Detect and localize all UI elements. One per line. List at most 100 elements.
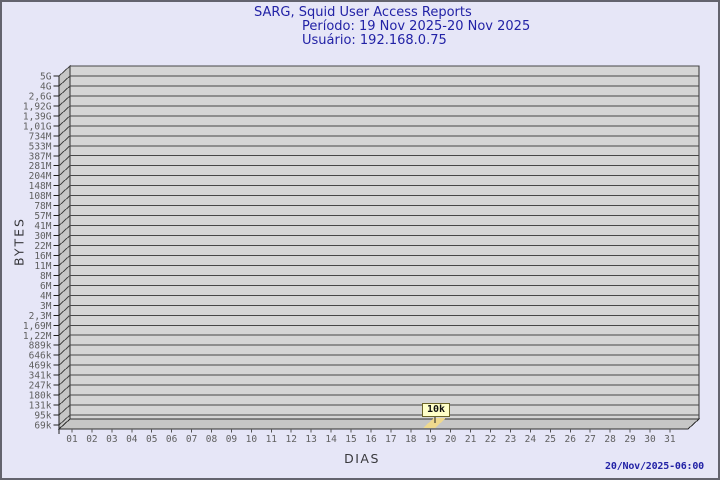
x-tick-label: 26 bbox=[565, 434, 577, 445]
gridline-wall-segment bbox=[58, 195, 71, 206]
y-tick-label: 734M bbox=[29, 131, 52, 142]
x-tick-label: 05 bbox=[146, 434, 157, 445]
gridline-wall-segment bbox=[58, 324, 71, 336]
y-tick-label: 131k bbox=[29, 401, 52, 412]
gridline-wall-segment bbox=[58, 285, 71, 296]
timestamp: 20/Nov/2025-06:00 bbox=[605, 461, 704, 472]
y-tick-label: 180k bbox=[29, 391, 52, 402]
gridline-wall-segment bbox=[58, 265, 71, 276]
y-tick-label: 16M bbox=[34, 251, 51, 262]
gridline-wall-segment bbox=[58, 165, 71, 177]
plot-floor bbox=[57, 418, 701, 430]
gridline-wall-segment bbox=[58, 374, 71, 386]
y-tick-label: 108M bbox=[29, 191, 52, 202]
gridline-wall-segment bbox=[58, 205, 71, 216]
gridline-wall-segment bbox=[58, 135, 71, 147]
gridline-wall-segment bbox=[58, 394, 71, 406]
chart-period: Período: 19 Nov 2025-20 Nov 2025 bbox=[302, 19, 531, 34]
y-tick-label: 1,22M bbox=[23, 331, 52, 342]
x-tick-label: 19 bbox=[425, 434, 437, 445]
gridline-wall-segment bbox=[58, 384, 71, 396]
gridline-wall-segment bbox=[58, 105, 71, 117]
x-axis-title: DIAS bbox=[344, 451, 380, 466]
y-tick-label: 533M bbox=[29, 141, 52, 152]
y-tick-label: 1,92G bbox=[23, 101, 52, 112]
gridline-wall-segment bbox=[58, 245, 71, 256]
x-tick-label: 14 bbox=[325, 434, 337, 445]
x-tick-label: 31 bbox=[664, 434, 676, 445]
plot-back-plane bbox=[69, 65, 700, 420]
y-tick-label: 11M bbox=[34, 261, 51, 272]
x-tick-label: 16 bbox=[365, 434, 377, 445]
x-tick-label: 29 bbox=[624, 434, 636, 445]
gridline-wall-segment bbox=[58, 294, 71, 306]
y-tick-label: 281M bbox=[29, 161, 52, 172]
y-tick-label: 148M bbox=[29, 181, 52, 192]
y-tick-label: 78M bbox=[34, 201, 51, 212]
gridline-wall-segment bbox=[58, 175, 71, 187]
chart-user: Usuário: 192.168.0.75 bbox=[302, 33, 447, 48]
gridline-wall-segment bbox=[58, 185, 71, 197]
value-flag: 10k bbox=[422, 403, 450, 417]
y-tick-label: 69k bbox=[34, 421, 51, 432]
x-tick-label: 23 bbox=[505, 434, 516, 445]
x-tick-label: 20 bbox=[445, 434, 457, 445]
gridline-wall-segment bbox=[58, 145, 71, 157]
gridline-wall-segment bbox=[58, 344, 71, 356]
x-tick-label: 18 bbox=[405, 434, 417, 445]
y-tick-label: 889k bbox=[29, 341, 52, 352]
x-tick-label: 22 bbox=[485, 434, 496, 445]
gridline-wall-segment bbox=[58, 314, 71, 326]
x-tick-label: 10 bbox=[246, 434, 258, 445]
y-tick-label: 3M bbox=[40, 301, 52, 312]
x-tick-label: 03 bbox=[106, 434, 117, 445]
y-tick-label: 204M bbox=[29, 171, 52, 182]
y-tick-label: 4G bbox=[40, 81, 52, 92]
x-tick-labels: 01 02 03 04 05 06 07 08 09 10 11 12 13 14 15 16 17 18 19 20… bbox=[66, 434, 676, 445]
y-tick-label: 22M bbox=[34, 241, 51, 252]
x-tick-label: 28 bbox=[604, 434, 616, 445]
gridline-wall-segment bbox=[58, 155, 71, 167]
x-tick-label: 17 bbox=[385, 434, 396, 445]
gridline-wall-segment bbox=[58, 255, 71, 266]
y-tick-label: 57M bbox=[34, 211, 51, 222]
y-tick-label: 30M bbox=[34, 231, 51, 242]
x-tick-label: 09 bbox=[226, 434, 238, 445]
y-tick-label: 2,3M bbox=[29, 311, 52, 322]
y-tick-label: 247k bbox=[29, 381, 52, 392]
x-tick-label: 21 bbox=[465, 434, 477, 445]
y-tick-labels: 5G4G2,6G1,92G1,39G1,01G734M533M387M281M2… bbox=[23, 72, 52, 432]
x-tick-label: 08 bbox=[206, 434, 218, 445]
x-tick-label: 06 bbox=[166, 434, 178, 445]
y-tick-label: 1,01G bbox=[23, 121, 52, 132]
y-tick-label: 387M bbox=[29, 151, 52, 162]
gridline-wall-segment bbox=[58, 414, 71, 426]
y-tick-label: 341k bbox=[29, 371, 52, 382]
y-tick-label: 41M bbox=[34, 221, 51, 232]
y-tick-label: 1,69M bbox=[23, 321, 52, 332]
gridline-wall-segment bbox=[58, 215, 71, 226]
y-tick-label: 646k bbox=[29, 351, 52, 362]
gridline-wall-segment bbox=[58, 85, 71, 97]
y-tick-label: 1,39G bbox=[23, 111, 52, 122]
gridline-wall-segment bbox=[58, 225, 71, 236]
gridline-wall-segment bbox=[58, 354, 71, 366]
x-tick-label: 02 bbox=[86, 434, 97, 445]
x-tick-label: 25 bbox=[545, 434, 556, 445]
gridline-wall-segment bbox=[58, 95, 71, 107]
gridline-wall-segment bbox=[58, 65, 71, 77]
gridlines bbox=[58, 65, 699, 426]
gridline-wall-segment bbox=[58, 125, 71, 137]
y-tick-label: 5G bbox=[40, 72, 52, 83]
gridline-wall-segment bbox=[58, 235, 71, 246]
chart-title: SARG, Squid User Access Reports bbox=[254, 5, 472, 20]
x-tick-marks bbox=[71, 429, 671, 433]
y-tick-label: 469k bbox=[29, 361, 52, 372]
gridline-wall-segment bbox=[58, 364, 71, 376]
y-tick-marks bbox=[53, 75, 59, 426]
y-tick-label: 6M bbox=[40, 281, 52, 292]
x-tick-label: 30 bbox=[644, 434, 656, 445]
gridline-wall-segment bbox=[58, 334, 71, 346]
